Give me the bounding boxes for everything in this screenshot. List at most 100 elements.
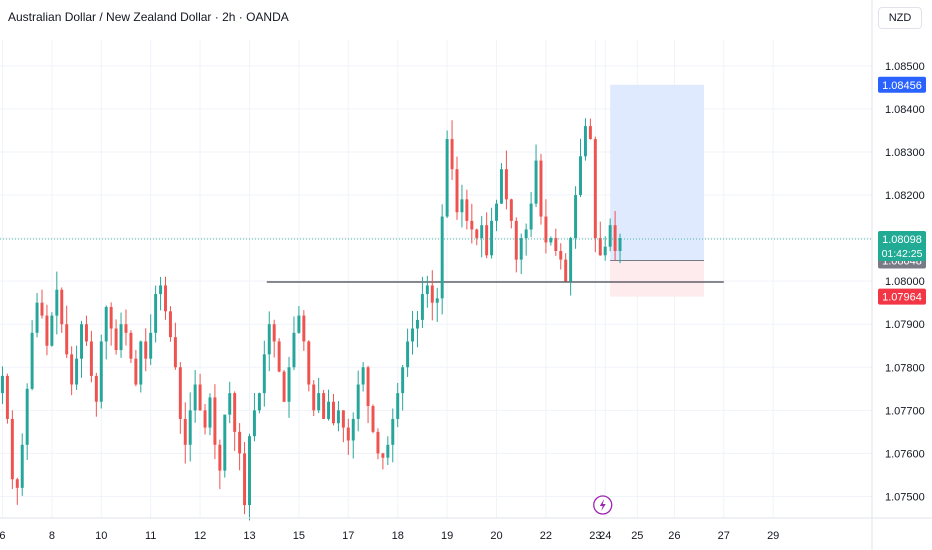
position-tool[interactable] [610, 84, 705, 297]
candles [0, 118, 622, 521]
candle [613, 210, 617, 261]
candle-body [465, 199, 469, 221]
candle [618, 233, 622, 264]
candle-body [435, 298, 439, 303]
candle [376, 428, 380, 460]
candle-body [89, 341, 93, 376]
candle-body [470, 220, 474, 230]
time-tick-label: 10 [95, 530, 107, 542]
candle-body [574, 195, 578, 239]
candle [282, 370, 286, 403]
candle-body [119, 324, 123, 351]
candle-body [94, 375, 98, 402]
candle [257, 392, 261, 414]
candle-body [292, 332, 296, 368]
candle-body [257, 393, 261, 411]
candle-body [608, 225, 612, 247]
candle [89, 330, 93, 383]
candle [114, 319, 118, 355]
candle-body [213, 397, 217, 445]
candle-body [356, 384, 360, 419]
time-tick-label: 25 [631, 530, 643, 542]
candle [183, 402, 187, 464]
price-tick-label: 1.07700 [885, 405, 925, 417]
candle [480, 216, 484, 258]
candle-body [70, 354, 74, 385]
candle [60, 287, 64, 333]
candle-body [297, 315, 301, 333]
time-tick-label: 29 [767, 530, 779, 542]
candle [351, 412, 355, 459]
candle [539, 153, 543, 225]
candle-body [104, 306, 108, 342]
time-tick-label: 13 [243, 530, 255, 542]
grid [0, 40, 872, 518]
candle [593, 136, 597, 253]
candle-body [134, 358, 138, 385]
lightning-icon-bolt [599, 499, 606, 511]
candle-body [559, 251, 563, 260]
candle-body [376, 431, 380, 454]
candle [154, 285, 158, 343]
candle [603, 236, 607, 261]
candle-body [504, 169, 508, 200]
candle [297, 306, 301, 334]
candle [119, 312, 123, 358]
candle [564, 253, 568, 282]
candle-body [391, 418, 395, 445]
candle [218, 439, 222, 490]
candle [25, 383, 29, 460]
candle-body [272, 324, 276, 342]
candle-body [317, 393, 321, 411]
candle-body [223, 414, 227, 471]
candle [490, 207, 494, 259]
candle [149, 314, 153, 365]
candle [272, 319, 276, 358]
price-tick-label: 1.07800 [885, 362, 925, 374]
candle-body [129, 332, 133, 359]
price-tick-label: 1.07900 [885, 319, 925, 331]
candle-body [50, 315, 54, 346]
candle-body [371, 406, 375, 432]
candle [366, 365, 370, 424]
target-zone[interactable] [610, 84, 705, 261]
stop-price-badge [878, 288, 926, 305]
candle-body [208, 397, 212, 428]
candle [509, 198, 513, 229]
candle-body [593, 139, 597, 239]
candle [361, 362, 365, 392]
price-tick-label: 1.08000 [885, 276, 925, 288]
candle [381, 452, 385, 470]
candle-body [99, 341, 103, 402]
candle-body [598, 238, 602, 256]
candle [465, 189, 469, 230]
candle [588, 118, 592, 140]
candle [544, 199, 548, 254]
lightning-icon[interactable] [593, 495, 613, 515]
candle-body [579, 156, 582, 196]
candle-body [332, 401, 335, 424]
candle-body [154, 294, 158, 333]
candle-body [445, 139, 449, 217]
stop-zone[interactable] [610, 260, 705, 297]
price-tick-label: 1.07500 [885, 491, 925, 503]
candle [213, 384, 217, 460]
candle-body [564, 259, 568, 282]
currency-selector[interactable]: NZD [878, 7, 922, 29]
candle [168, 306, 172, 342]
candle [332, 393, 335, 426]
candle-body [583, 126, 587, 157]
candle-body [218, 444, 222, 471]
candle [435, 287, 439, 322]
candle [20, 433, 24, 496]
candle [45, 304, 49, 356]
event-icon-layer [593, 495, 613, 515]
current-price-badge [878, 230, 926, 261]
candle-body [139, 341, 143, 385]
candle-body [238, 431, 242, 454]
candle [203, 404, 207, 435]
candle-body [396, 393, 400, 419]
candle [317, 377, 321, 413]
